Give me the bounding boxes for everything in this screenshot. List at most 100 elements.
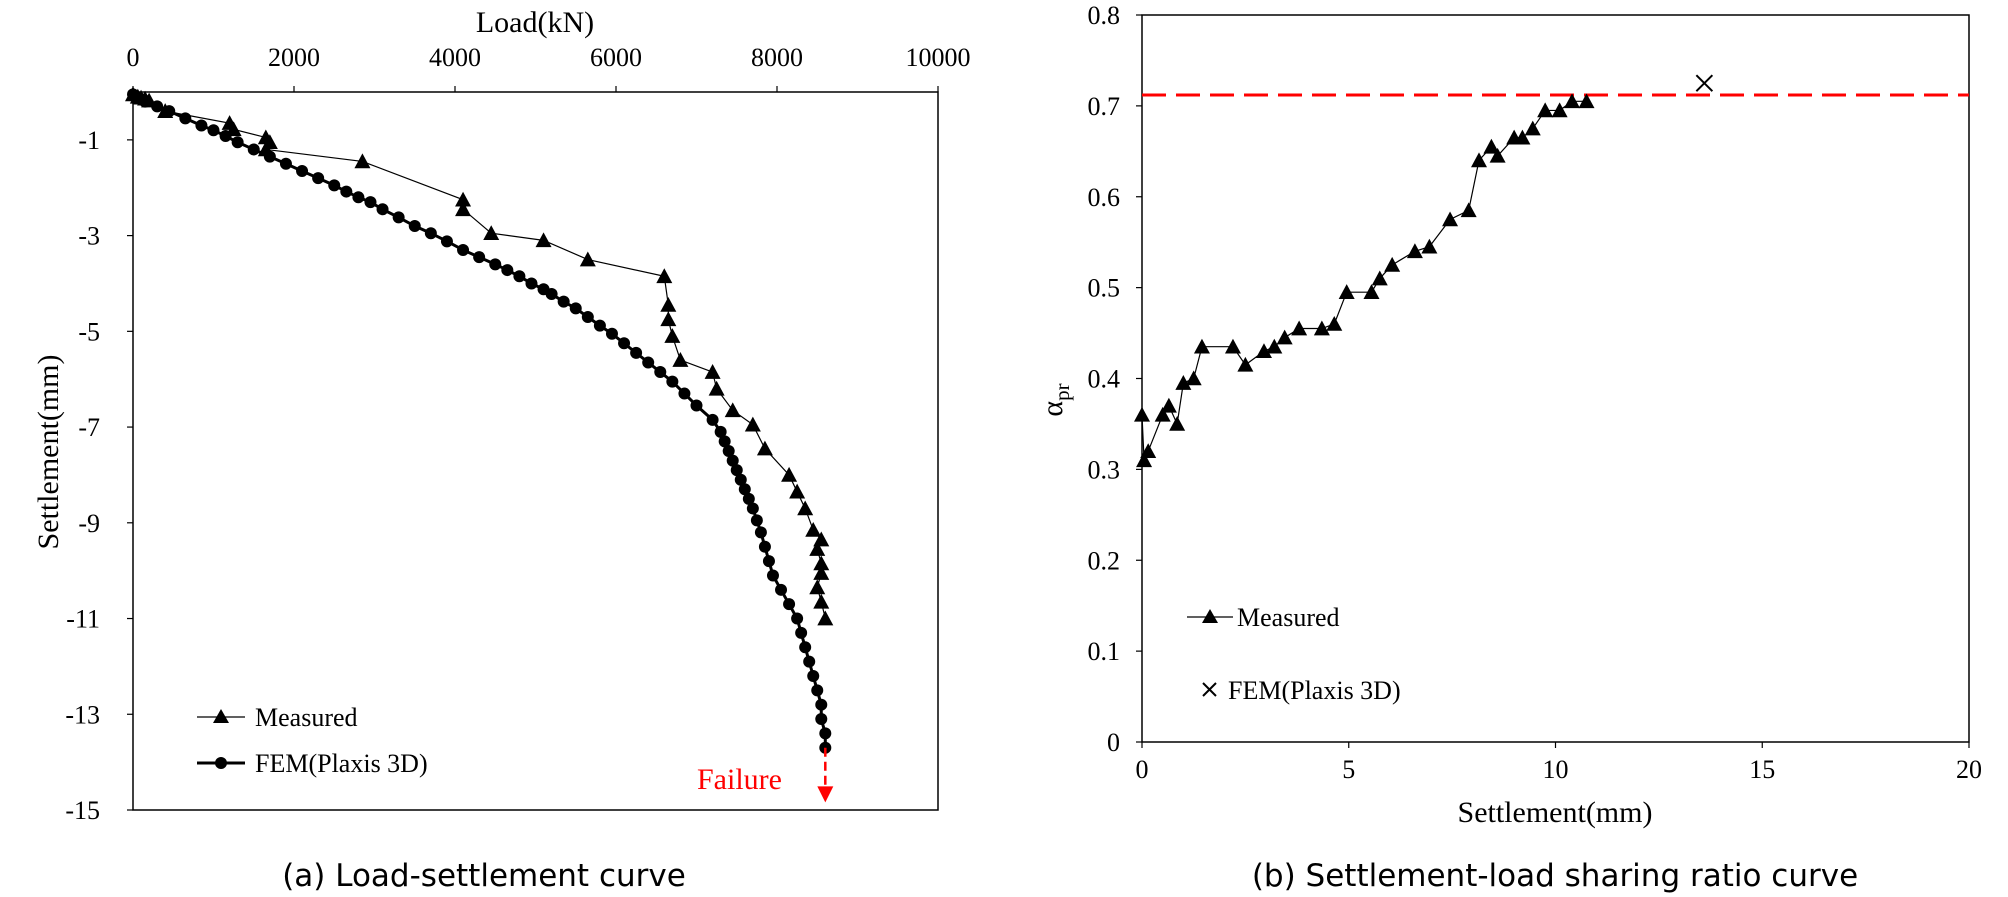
- chart-a: 0 2000 4000 6000 8000 10000 -1-3-5-7-9-11-13-…: [32, 6, 971, 894]
- failure-label: Failure: [697, 763, 782, 796]
- measured-data-point: [455, 201, 472, 217]
- fem-data-point: [742, 492, 755, 505]
- chart-a-y-tick-label: -15: [65, 796, 100, 825]
- measured-data-point: [672, 352, 689, 367]
- measured-data-point: [1193, 338, 1210, 354]
- measured-data-point: [1224, 338, 1241, 354]
- fem-data-point: [219, 130, 232, 143]
- fem-data-point: [557, 295, 570, 308]
- measured-data-point: [708, 380, 725, 396]
- measured-data-point: [1421, 238, 1438, 254]
- fem-data-point: [618, 337, 631, 350]
- measured-data-point: [1154, 406, 1171, 422]
- measured-data-point: [1266, 338, 1283, 354]
- chart-a-y-tick-label: -1: [78, 126, 100, 155]
- chart-a-plot-area: [132, 91, 939, 811]
- measured-data-point: [579, 251, 596, 267]
- fem-data-point: [642, 356, 655, 369]
- fem-data-point: [738, 483, 751, 496]
- measured-data-point: [455, 191, 472, 207]
- fem-data-point: [312, 172, 325, 185]
- measured-data-point: [1564, 93, 1581, 109]
- measured-data-point: [1169, 415, 1186, 431]
- fem-data-point: [762, 555, 775, 568]
- measured-data-point: [1551, 102, 1568, 118]
- chart-b-x-tick-label: 20: [1956, 755, 1982, 784]
- fem-data-point: [247, 143, 260, 156]
- measured-data-point: [1185, 370, 1202, 386]
- fem-data-point: [581, 310, 594, 323]
- measured-data-point: [1384, 256, 1401, 272]
- chart-b-legend-label-measured: Measured: [1237, 603, 1340, 632]
- measured-data-point: [1134, 406, 1150, 422]
- fem-data-point: [457, 243, 470, 256]
- chart-a-x-axis-title: Load(kN): [476, 6, 594, 39]
- fem-data-point: [279, 157, 292, 170]
- chart-b-y-tick-label: 0.5: [1088, 274, 1121, 303]
- fem-data-point: [231, 136, 244, 149]
- measured-data-point: [1442, 211, 1459, 227]
- fem-data-point: [730, 464, 743, 477]
- fem-data-point: [795, 626, 808, 639]
- chart-b-y-tick-label: 0.3: [1088, 455, 1121, 484]
- chart-a-y-ticks: -1 -3 -5 -7 -9 -11 -13 -15: [65, 126, 133, 825]
- chart-a-x-tick-label: 0: [127, 43, 140, 72]
- measured-data-point: [1371, 270, 1388, 286]
- measured-data-point: [1524, 120, 1541, 136]
- measured-data-point: [535, 232, 552, 248]
- measured-data-point: [660, 297, 677, 312]
- chart-b-y-tick-label: 0.6: [1088, 183, 1121, 212]
- measured-data-point: [756, 440, 773, 456]
- fem-data-point: [440, 235, 453, 248]
- fem-data-point: [750, 514, 763, 527]
- fem-data-point: [525, 277, 538, 290]
- chart-a-y-tick-label: -5: [78, 317, 100, 346]
- chart-b-x-tick-label: 10: [1543, 755, 1569, 784]
- legend-triangle-marker: [213, 709, 229, 723]
- chart-b-x-tick-label: 0: [1136, 755, 1149, 784]
- chart-b: 0 5 10 15 20 0 0.1 0.2 0.3 0.4 0.5 0.6 0.7 0.8 Settl…: [1036, 1, 1982, 894]
- measured-data-point: [789, 483, 806, 499]
- fem-data-point: [296, 164, 309, 177]
- chart-b-y-tick-label: 0.1: [1088, 637, 1121, 666]
- chart-a-legend: Measured FEM(Plaxis 3D): [197, 703, 428, 778]
- fem-data-point: [819, 727, 832, 740]
- measured-data-point: [660, 311, 677, 327]
- fem-data-point: [501, 264, 514, 277]
- fem-data-point: [630, 346, 643, 359]
- measured-data-point: [813, 555, 830, 571]
- y-axis-title-symbol: α: [1036, 401, 1069, 417]
- legend-triangle-marker: [1202, 609, 1218, 623]
- measured-data-point: [1471, 152, 1488, 168]
- chart-a-x-tick-label: 2000: [268, 43, 320, 72]
- failure-annotation: Failure: [697, 747, 834, 803]
- fem-data-point: [1695, 74, 1714, 92]
- fem-data-point: [678, 387, 691, 400]
- measured-series-line: [1141, 100, 1587, 461]
- measured-data-point: [664, 328, 681, 343]
- chart-b-y-ticks: 0 0.1 0.2 0.3 0.4 0.5 0.6 0.7 0.8: [1088, 1, 1142, 757]
- chart-a-y-tick-label: -13: [65, 700, 100, 729]
- chart-b-x-axis-title: Settlement(mm): [1458, 796, 1653, 829]
- measured-data-point: [813, 593, 830, 609]
- measured-data-point: [817, 610, 834, 626]
- failure-arrow-head: [817, 786, 834, 803]
- fem-data-point: [163, 105, 176, 118]
- measured-data-point: [656, 268, 673, 284]
- fem-data-point: [799, 641, 812, 654]
- chart-a-legend-item-measured: Measured: [197, 703, 358, 732]
- chart-a-series: [125, 86, 834, 754]
- measured-data-point: [1160, 397, 1177, 413]
- measured-data-point: [813, 565, 830, 580]
- measured-data-point: [704, 364, 721, 379]
- fem-data-point: [151, 100, 164, 113]
- measured-data-point: [1255, 343, 1272, 359]
- measured-data-point: [809, 579, 826, 595]
- chart-a-legend-label-fem: FEM(Plaxis 3D): [255, 749, 428, 778]
- measured-data-point: [1276, 329, 1293, 345]
- chart-b-legend-label-fem: FEM(Plaxis 3D): [1228, 676, 1401, 705]
- measured-data-point: [1326, 315, 1343, 331]
- fem-data-point: [408, 220, 421, 233]
- fem-data-point: [376, 203, 389, 216]
- chart-a-x-tick-label: 8000: [751, 43, 803, 72]
